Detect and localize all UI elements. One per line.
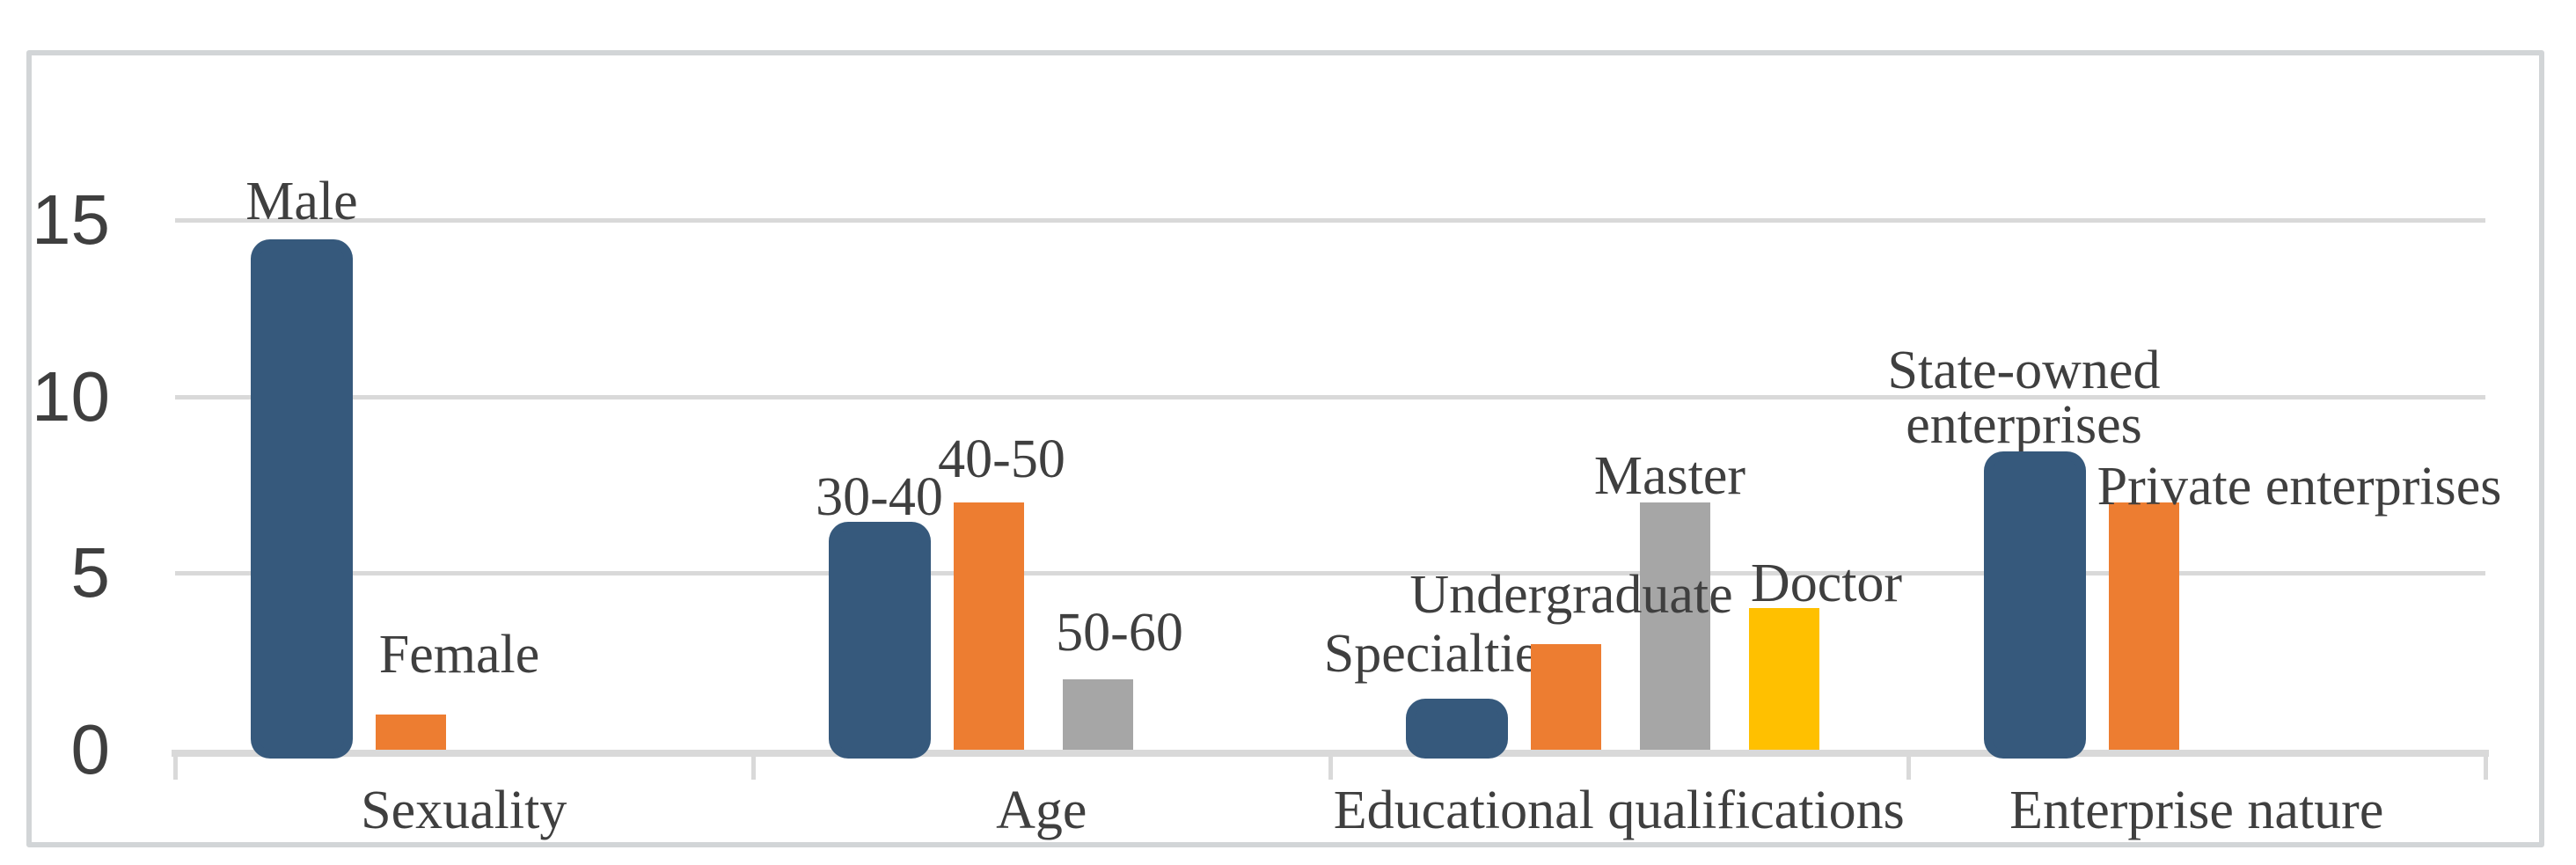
bar-label-male: Male xyxy=(245,172,358,231)
bar-label-master: Master xyxy=(1593,446,1746,506)
bar-female xyxy=(376,714,446,750)
category-label-enterprise-nature: Enterprise nature xyxy=(2009,781,2384,840)
x-axis-tick xyxy=(750,750,756,780)
x-axis-tick xyxy=(173,750,178,780)
bar-label-undergraduate: Undergraduate xyxy=(1409,565,1733,625)
y-axis-label-15: 15 xyxy=(32,180,110,260)
bar-doctor xyxy=(1749,608,1819,750)
y-axis-label-10: 10 xyxy=(32,356,110,436)
x-axis-tick xyxy=(1906,750,1911,780)
bar-label-specialtie: Specialtie xyxy=(1323,624,1540,684)
gridline-10 xyxy=(175,394,2485,400)
x-axis-tick xyxy=(2484,750,2488,780)
bar-label-30-40: 30-40 xyxy=(816,467,943,527)
bar-undergraduate xyxy=(1531,643,1601,750)
category-label-age: Age xyxy=(996,781,1087,840)
bar-state-owned-enterprises xyxy=(1992,459,2077,750)
bar-label-private-enterprises: Private enterprises xyxy=(2097,457,2502,517)
bar-50-60 xyxy=(1062,678,1133,750)
bar-specialtie xyxy=(1415,707,1499,750)
y-axis-label-0: 0 xyxy=(70,710,111,788)
bar-40-50 xyxy=(953,502,1024,750)
bar-label-state-owned-enterprises: State-owned enterprises xyxy=(1887,341,2161,455)
gridline-5 xyxy=(175,571,2485,576)
bar-private-enterprises xyxy=(2108,502,2179,750)
chart-border xyxy=(26,50,2544,847)
bar-label-female: Female xyxy=(378,625,540,685)
bar-30-40 xyxy=(837,531,922,750)
y-axis-label-5: 5 xyxy=(70,533,111,612)
category-label-educational-qualifications: Educational qualifications xyxy=(1333,781,1905,840)
bar-male xyxy=(260,248,344,750)
bar-label-40-50: 40-50 xyxy=(938,429,1065,489)
bar-label-doctor: Doctor xyxy=(1750,553,1903,613)
x-axis-tick xyxy=(1328,750,1333,780)
category-label-sexuality: Sexuality xyxy=(361,781,567,840)
bar-master xyxy=(1640,502,1710,750)
gridline-15 xyxy=(175,218,2485,224)
bar-label-50-60: 50-60 xyxy=(1056,603,1183,663)
